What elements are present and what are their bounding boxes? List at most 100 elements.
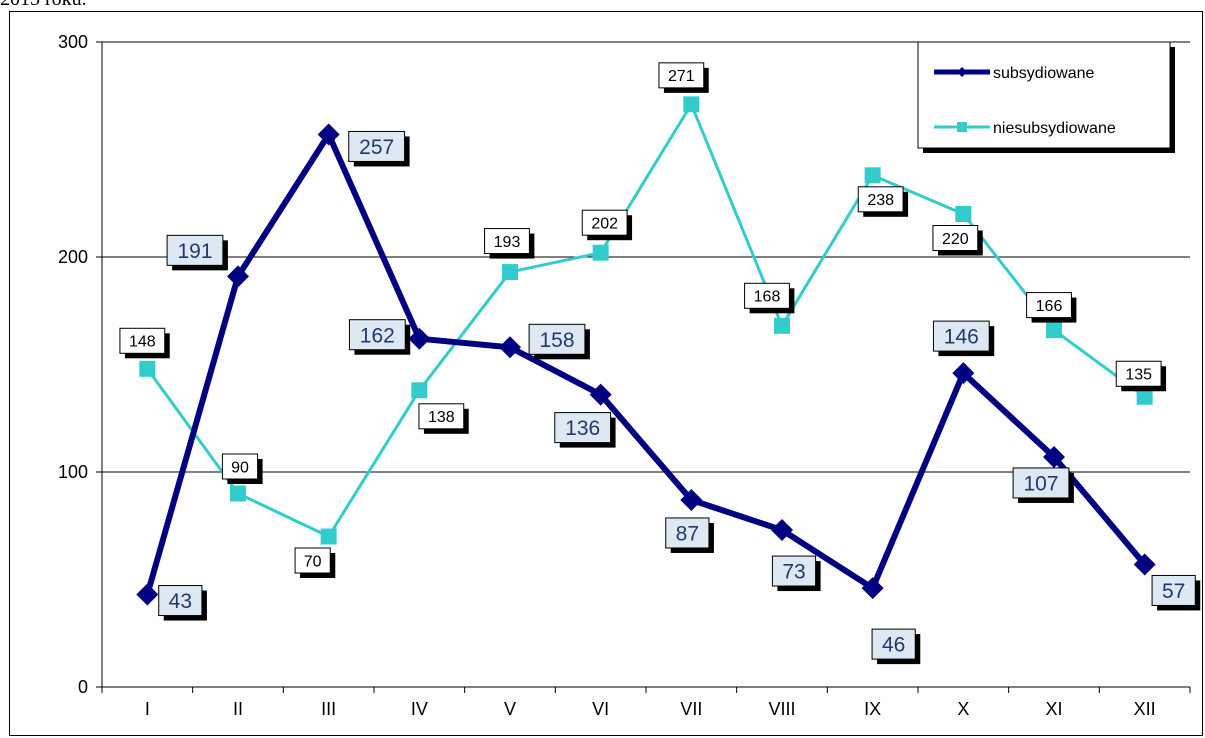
legend-marker-square: [957, 122, 967, 132]
data-label-subsydiowane: 87: [665, 517, 714, 553]
data-label-subsydiowane: 46: [871, 628, 921, 665]
marker-subsydiowane: [408, 327, 431, 350]
data-label-subsydiowane: 158: [528, 323, 590, 360]
marker-subsydiowane: [1043, 445, 1065, 468]
legend-marker-diamond: [957, 67, 967, 77]
data-label-text: 162: [360, 324, 395, 347]
data-label-box: [1151, 574, 1196, 606]
data-label-text: 148: [129, 334, 156, 351]
marker-niesubsydiowane: [411, 382, 428, 399]
marker-subsydiowane: [680, 488, 703, 511]
data-label-subsydiowane: 57: [1151, 574, 1201, 611]
marker-subsydiowane: [861, 577, 884, 600]
data-label-box: [1115, 360, 1162, 387]
marker-niesubsydiowane: [955, 206, 972, 222]
data-label-subsydiowane: 162: [348, 319, 411, 355]
marker-subsydiowane: [227, 265, 249, 288]
data-label-box: [771, 555, 817, 587]
x-tick-label: I: [145, 699, 150, 719]
legend-label: subsydiowane: [993, 65, 1095, 82]
marker-niesubsydiowane: [864, 167, 881, 184]
data-label-box: [166, 234, 224, 266]
x-tick-label: XII: [1134, 699, 1156, 719]
data-label-box: [484, 228, 530, 255]
data-label-box: [1026, 292, 1072, 319]
data-label-box: [348, 319, 406, 351]
x-tick-label: VI: [592, 699, 609, 719]
data-label-subsydiowane: 136: [554, 412, 616, 448]
data-label-niesubsydiowane: 135: [1115, 360, 1167, 392]
data-label-text: 193: [494, 234, 521, 251]
data-label-text: 73: [782, 561, 805, 584]
marker-niesubsydiowane: [139, 360, 156, 377]
x-tick-label: VII: [680, 699, 702, 719]
data-label-box: [221, 453, 259, 480]
data-label-niesubsydiowane: 202: [581, 209, 633, 241]
data-label-text: 166: [1036, 298, 1063, 315]
data-label-niesubsydiowane: 148: [119, 327, 170, 359]
data-label-subsydiowane: 191: [166, 234, 228, 271]
x-tick-label: II: [233, 699, 243, 719]
data-label-box: [581, 209, 628, 236]
y-tick-label: 100: [58, 462, 88, 482]
data-label-box: [744, 282, 790, 309]
legend: subsydiowane niesubsydiowane: [917, 41, 1175, 153]
marker-subsydiowane: [136, 583, 159, 606]
data-label-text: 138: [428, 409, 455, 426]
x-tick-label: V: [504, 699, 516, 719]
x-tick-label: IV: [411, 699, 428, 719]
data-label-niesubsydiowane: 271: [658, 62, 709, 93]
data-label-subsydiowane: 43: [158, 585, 207, 621]
marker-niesubsydiowane: [230, 485, 246, 502]
legend-label: niesubsydiowane: [993, 120, 1116, 137]
data-label-text: 238: [867, 192, 894, 209]
data-label-box: [658, 62, 705, 89]
data-label-text: 257: [359, 136, 394, 159]
marker-niesubsydiowane: [1136, 388, 1153, 405]
data-label-niesubsydiowane: 193: [484, 228, 535, 259]
y-tick-label: 0: [78, 677, 88, 697]
series-line-subsydiowane: [144, 131, 1147, 596]
caption: 2015 roku.: [0, 0, 87, 11]
data-label-box: [1012, 467, 1070, 499]
data-label-niesubsydiowane: 220: [932, 225, 983, 256]
marker-subsydiowane: [952, 362, 975, 385]
data-label-text: 57: [1162, 580, 1185, 603]
data-label-niesubsydiowane: 70: [294, 547, 336, 578]
marker-niesubsydiowane: [592, 244, 609, 261]
data-label-text: 191: [177, 240, 212, 263]
data-label-text: 146: [944, 326, 979, 349]
data-label-text: 107: [1023, 473, 1058, 496]
data-label-text: 168: [754, 289, 781, 306]
data-label-text: 135: [1125, 367, 1152, 384]
marker-subsydiowane: [771, 519, 793, 542]
data-label-subsydiowane: 107: [1012, 467, 1074, 503]
data-label-subsydiowane: 257: [348, 130, 410, 167]
data-label-text: 90: [231, 459, 249, 476]
data-label-niesubsydiowane: 168: [744, 282, 795, 314]
data-label-niesubsydiowane: 138: [418, 403, 469, 434]
marker-subsydiowane: [1133, 553, 1156, 576]
marker-subsydiowane: [589, 383, 612, 406]
marker-niesubsydiowane: [683, 96, 700, 113]
x-tick-label: IX: [864, 699, 881, 719]
y-tick-label: 300: [58, 32, 88, 52]
data-label-text: 46: [882, 634, 905, 657]
data-label-subsydiowane: 146: [932, 320, 995, 357]
data-label-box: [418, 403, 465, 430]
data-label-box: [119, 327, 166, 354]
x-tick-label: VIII: [768, 699, 795, 719]
data-label-box: [665, 517, 710, 549]
marker-niesubsydiowane: [774, 317, 790, 334]
data-label-text: 202: [591, 215, 618, 232]
data-label-box: [932, 320, 990, 352]
data-label-text: 220: [942, 231, 969, 248]
data-label-text: 43: [169, 590, 192, 613]
x-tick-label: III: [321, 699, 336, 719]
data-label-niesubsydiowane: 238: [857, 186, 909, 217]
marker-niesubsydiowane: [320, 528, 337, 545]
data-label-box: [871, 628, 916, 660]
data-label-box: [294, 547, 331, 574]
data-label-text: 87: [676, 523, 699, 546]
